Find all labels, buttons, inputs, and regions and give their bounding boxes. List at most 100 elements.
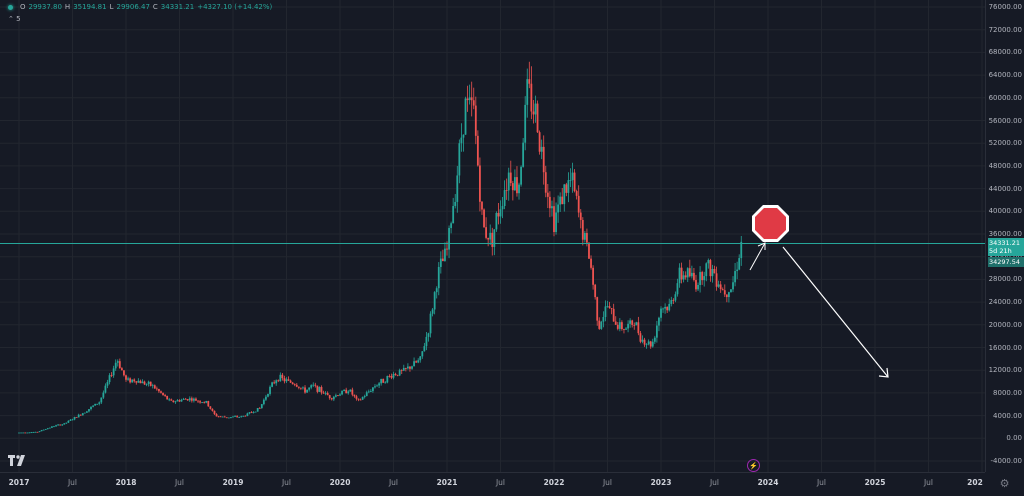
candle-body xyxy=(573,172,576,192)
candle-body xyxy=(369,391,372,392)
candle-body xyxy=(516,177,518,194)
candle-body xyxy=(328,395,331,399)
candle-body xyxy=(450,223,453,228)
candle-body xyxy=(623,329,625,330)
secondary-price-value: 34297.54 xyxy=(989,258,1021,266)
candle-body xyxy=(120,368,123,371)
candle-body xyxy=(172,400,175,403)
candle-body xyxy=(627,323,629,329)
candle-body xyxy=(363,396,366,398)
candle-body xyxy=(302,387,304,389)
candle-body xyxy=(75,417,78,418)
candle-body xyxy=(267,393,269,397)
candle-body xyxy=(388,375,391,377)
price-axis[interactable]: 76000.00 72000.00 68000.00 64000.00 60000.00… xyxy=(985,0,1024,472)
candle-body xyxy=(59,424,62,426)
candle-body xyxy=(238,417,241,418)
candle-body xyxy=(499,209,502,217)
candle-body xyxy=(600,321,603,329)
candle-body xyxy=(137,380,140,383)
chart-area[interactable]: O 29937.80 H 35194.81 L 29906.47 C 34331.21 … xyxy=(0,0,985,472)
candle-body xyxy=(32,432,35,433)
candle-body xyxy=(666,306,669,311)
candle-body xyxy=(145,383,148,385)
candle-body xyxy=(559,196,562,205)
candle-body xyxy=(678,267,681,284)
candle-body xyxy=(372,387,374,392)
candle-body xyxy=(55,425,57,427)
indicator-toggle[interactable]: ⌃ 5 xyxy=(8,15,21,23)
candle-body xyxy=(213,410,216,415)
candle-body xyxy=(664,306,667,309)
candle-body xyxy=(283,378,286,382)
candle-body xyxy=(538,132,541,152)
candle-body xyxy=(723,290,726,295)
candlestick-chart[interactable] xyxy=(0,0,985,472)
candle-body xyxy=(79,414,82,416)
candle-body xyxy=(34,431,37,433)
y-tick-label: 0.00 xyxy=(1006,434,1022,443)
candle-body xyxy=(153,385,156,389)
candle-body xyxy=(100,397,103,403)
secondary-price-tag: 34297.54 xyxy=(988,257,1024,267)
candle-body xyxy=(236,416,239,418)
candle-body xyxy=(437,266,440,289)
candle-body xyxy=(110,375,113,376)
candle-body xyxy=(170,399,173,401)
candle-body xyxy=(225,417,228,419)
y-tick-label: 48000.00 xyxy=(988,161,1022,170)
candle-body xyxy=(28,432,31,434)
current-price-tag: 34331.21 5d 21h xyxy=(988,238,1024,256)
candle-body xyxy=(374,386,376,388)
candle-body xyxy=(378,383,380,386)
candle-body xyxy=(53,426,55,428)
x-tick-label: 2017 xyxy=(8,478,30,487)
candle-body xyxy=(674,294,677,301)
candle-body xyxy=(509,172,512,184)
x-tick-label: 2023 xyxy=(650,478,672,487)
candle-body xyxy=(676,283,679,295)
candle-body xyxy=(501,206,504,210)
candle-body xyxy=(697,284,699,290)
candle-body xyxy=(647,341,650,345)
x-tick-label: Jul xyxy=(174,478,185,487)
candles xyxy=(18,61,743,434)
candle-body xyxy=(503,190,506,207)
candle-body xyxy=(616,324,619,329)
candle-body xyxy=(133,379,136,382)
candle-body xyxy=(553,206,555,233)
gear-icon[interactable]: ⚙ xyxy=(999,478,1010,490)
candle-body xyxy=(734,271,736,283)
candle-body xyxy=(536,103,539,133)
time-axis[interactable]: 2017 Jul 2018 Jul 2019 Jul 2020 Jul 2021 Jul 2022 J… xyxy=(0,472,985,496)
candle-body xyxy=(345,389,348,394)
candle-body xyxy=(725,294,728,298)
candle-body xyxy=(293,384,296,385)
candle-body xyxy=(98,402,101,404)
candle-body xyxy=(135,381,138,383)
candle-body xyxy=(596,297,599,321)
candle-body xyxy=(522,142,525,167)
candle-body xyxy=(608,306,611,309)
candle-body xyxy=(180,399,183,402)
candle-body xyxy=(223,416,226,418)
lightning-icon[interactable]: ⚡ xyxy=(747,459,760,472)
candle-body xyxy=(186,399,189,401)
x-tick-label: 2018 xyxy=(115,478,137,487)
candle-body xyxy=(380,378,383,384)
close-label: C xyxy=(152,3,158,11)
tradingview-logo-icon[interactable] xyxy=(8,455,26,469)
candle-body xyxy=(631,320,634,325)
candle-body xyxy=(563,184,566,205)
candle-body xyxy=(108,375,111,383)
candle-body xyxy=(555,212,557,233)
candle-body xyxy=(612,308,615,322)
candle-body xyxy=(44,429,47,430)
open-label: O xyxy=(20,3,26,11)
candle-body xyxy=(571,172,574,181)
candle-body xyxy=(40,430,43,432)
y-tick-label: 44000.00 xyxy=(988,184,1022,193)
candle-body xyxy=(429,313,432,334)
candle-body xyxy=(83,412,86,414)
candle-body xyxy=(643,339,646,345)
